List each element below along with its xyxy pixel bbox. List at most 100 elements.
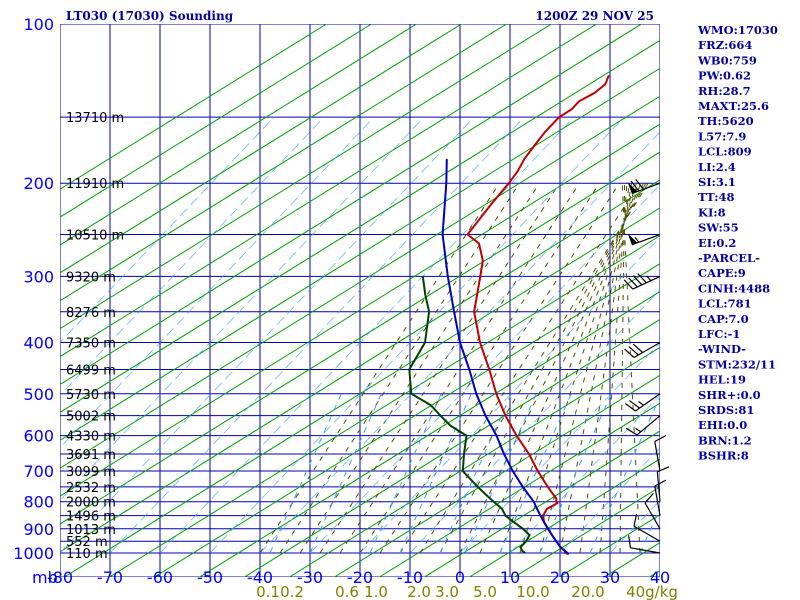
index-value: TT:48 [698,190,735,204]
wind-barb-half-feather [634,236,640,243]
wind-barb-pennant [627,182,638,194]
index-value: CAP:7.0 [698,312,749,326]
moist-adiabat [299,182,540,554]
dry-adiabat [153,263,660,577]
index-value: BSHR:8 [698,449,749,463]
wind-barb-half-feather [635,427,642,433]
wind-barb-staff [656,471,661,502]
moist-adiabat [599,183,628,554]
wind-barb [625,415,661,436]
moist-adiabat [279,182,520,554]
temperature-tick-label: 20 [550,568,570,587]
pressure-tick-label: 800 [23,493,54,512]
moist-adiabat [399,182,640,554]
height-label: 7350 m [66,336,116,351]
index-value: LFC:-1 [698,327,740,341]
index-value: FRZ:664 [698,38,752,52]
skewed-isotherm [60,116,375,449]
mixing-ratio-line [639,507,660,554]
pressure-tick-label: 1000 [13,544,54,563]
wind-barb-staff [654,441,661,472]
mixing-ratio-lines [269,393,660,554]
skewed-isotherm [309,183,660,554]
dry-adiabat [288,346,660,577]
index-value: WB0:759 [697,53,757,67]
moist-adiabat [539,183,635,554]
height-label: 5002 m [66,410,116,425]
pressure-tick-label: 200 [23,174,54,193]
dry-adiabat [513,486,660,577]
skewed-isotherm [60,116,475,554]
mixing-ratio-label: 20.0 [571,583,604,600]
skewed-isotherm [259,131,660,554]
temperature-tick-label: -30 [297,568,323,587]
wind-barb-pennant [627,233,638,245]
mixing-ratio-line [309,393,382,554]
skewed-isotherm [60,116,275,344]
height-label: 5730 m [66,388,116,403]
pressure-tick-label: 600 [23,427,54,446]
wind-barb-half-feather [638,400,644,406]
skewed-isotherm [60,116,425,501]
index-value: SHR+:0.0 [698,388,761,402]
wind-barb-staff [633,525,661,542]
skewed-isotherm [209,116,625,554]
moist-adiabat [379,182,620,554]
wind-barb [624,341,661,359]
wind-barb-staff [631,233,661,246]
wind-barb-staff [630,547,661,554]
wind-barb-feather [628,277,638,288]
index-value: EI:0.2 [698,236,736,250]
wind-barb-feather [628,535,632,548]
temperature-tick-label: -60 [147,568,173,587]
wind-barb [624,393,661,412]
index-value: -PARCEL- [698,251,760,265]
wind-barb-feather [630,180,640,192]
mixing-ratio-label: 0.6 [335,583,359,600]
height-label: 4330 m [66,430,116,445]
mixing-ratio-label: 1.0 [364,583,388,600]
height-label: 10510 m [66,229,124,244]
mixing-ratio-line [589,395,660,554]
wind-barb-feather [624,402,636,412]
skewed-isotherm [359,236,660,554]
skewed-isotherm [109,116,525,554]
dry-adiabat [378,402,660,577]
height-label: 2000 m [66,496,116,511]
skewed-isotherm [409,289,660,554]
index-value: CAPE:9 [698,266,746,280]
temperature-tick-label: -40 [247,568,273,587]
mixing-ratio-label: 0.1 [256,583,280,600]
height-label: 3099 m [66,465,116,480]
wind-barb [654,434,667,472]
pressure-tick-label: 900 [23,520,54,539]
wind-barb-staff [644,502,661,530]
wind-barb-feather [654,479,667,487]
mixing-ratio-label: 40g/kg [626,583,678,600]
height-label: 6499 m [66,364,116,379]
mixing-ratio-line [269,393,342,554]
pressure-tick-label: 100 [23,15,54,34]
wind-barb-half-feather [646,275,652,282]
height-label: 110 m [66,547,108,562]
dry-adiabat [468,458,660,577]
mixing-ratio-line [369,393,442,554]
skewed-isotherm [60,116,325,396]
index-value: STM:232/11 [698,357,776,371]
wind-barb-feather [657,466,670,473]
wind-barbs [623,178,670,554]
height-label: 3691 m [66,448,116,463]
wind-barb-feather [632,275,643,286]
index-value: HEL:19 [698,373,746,387]
height-label: 1496 m [66,510,116,525]
mb-axis-label: mb [32,568,58,587]
wind-barb [633,513,661,542]
mixing-ratio-label: 5.0 [473,583,497,600]
chart-title: LT030 (17030) Sounding [66,9,234,23]
wind-barb-feather [654,434,667,443]
index-value: SI:3.1 [698,175,736,189]
